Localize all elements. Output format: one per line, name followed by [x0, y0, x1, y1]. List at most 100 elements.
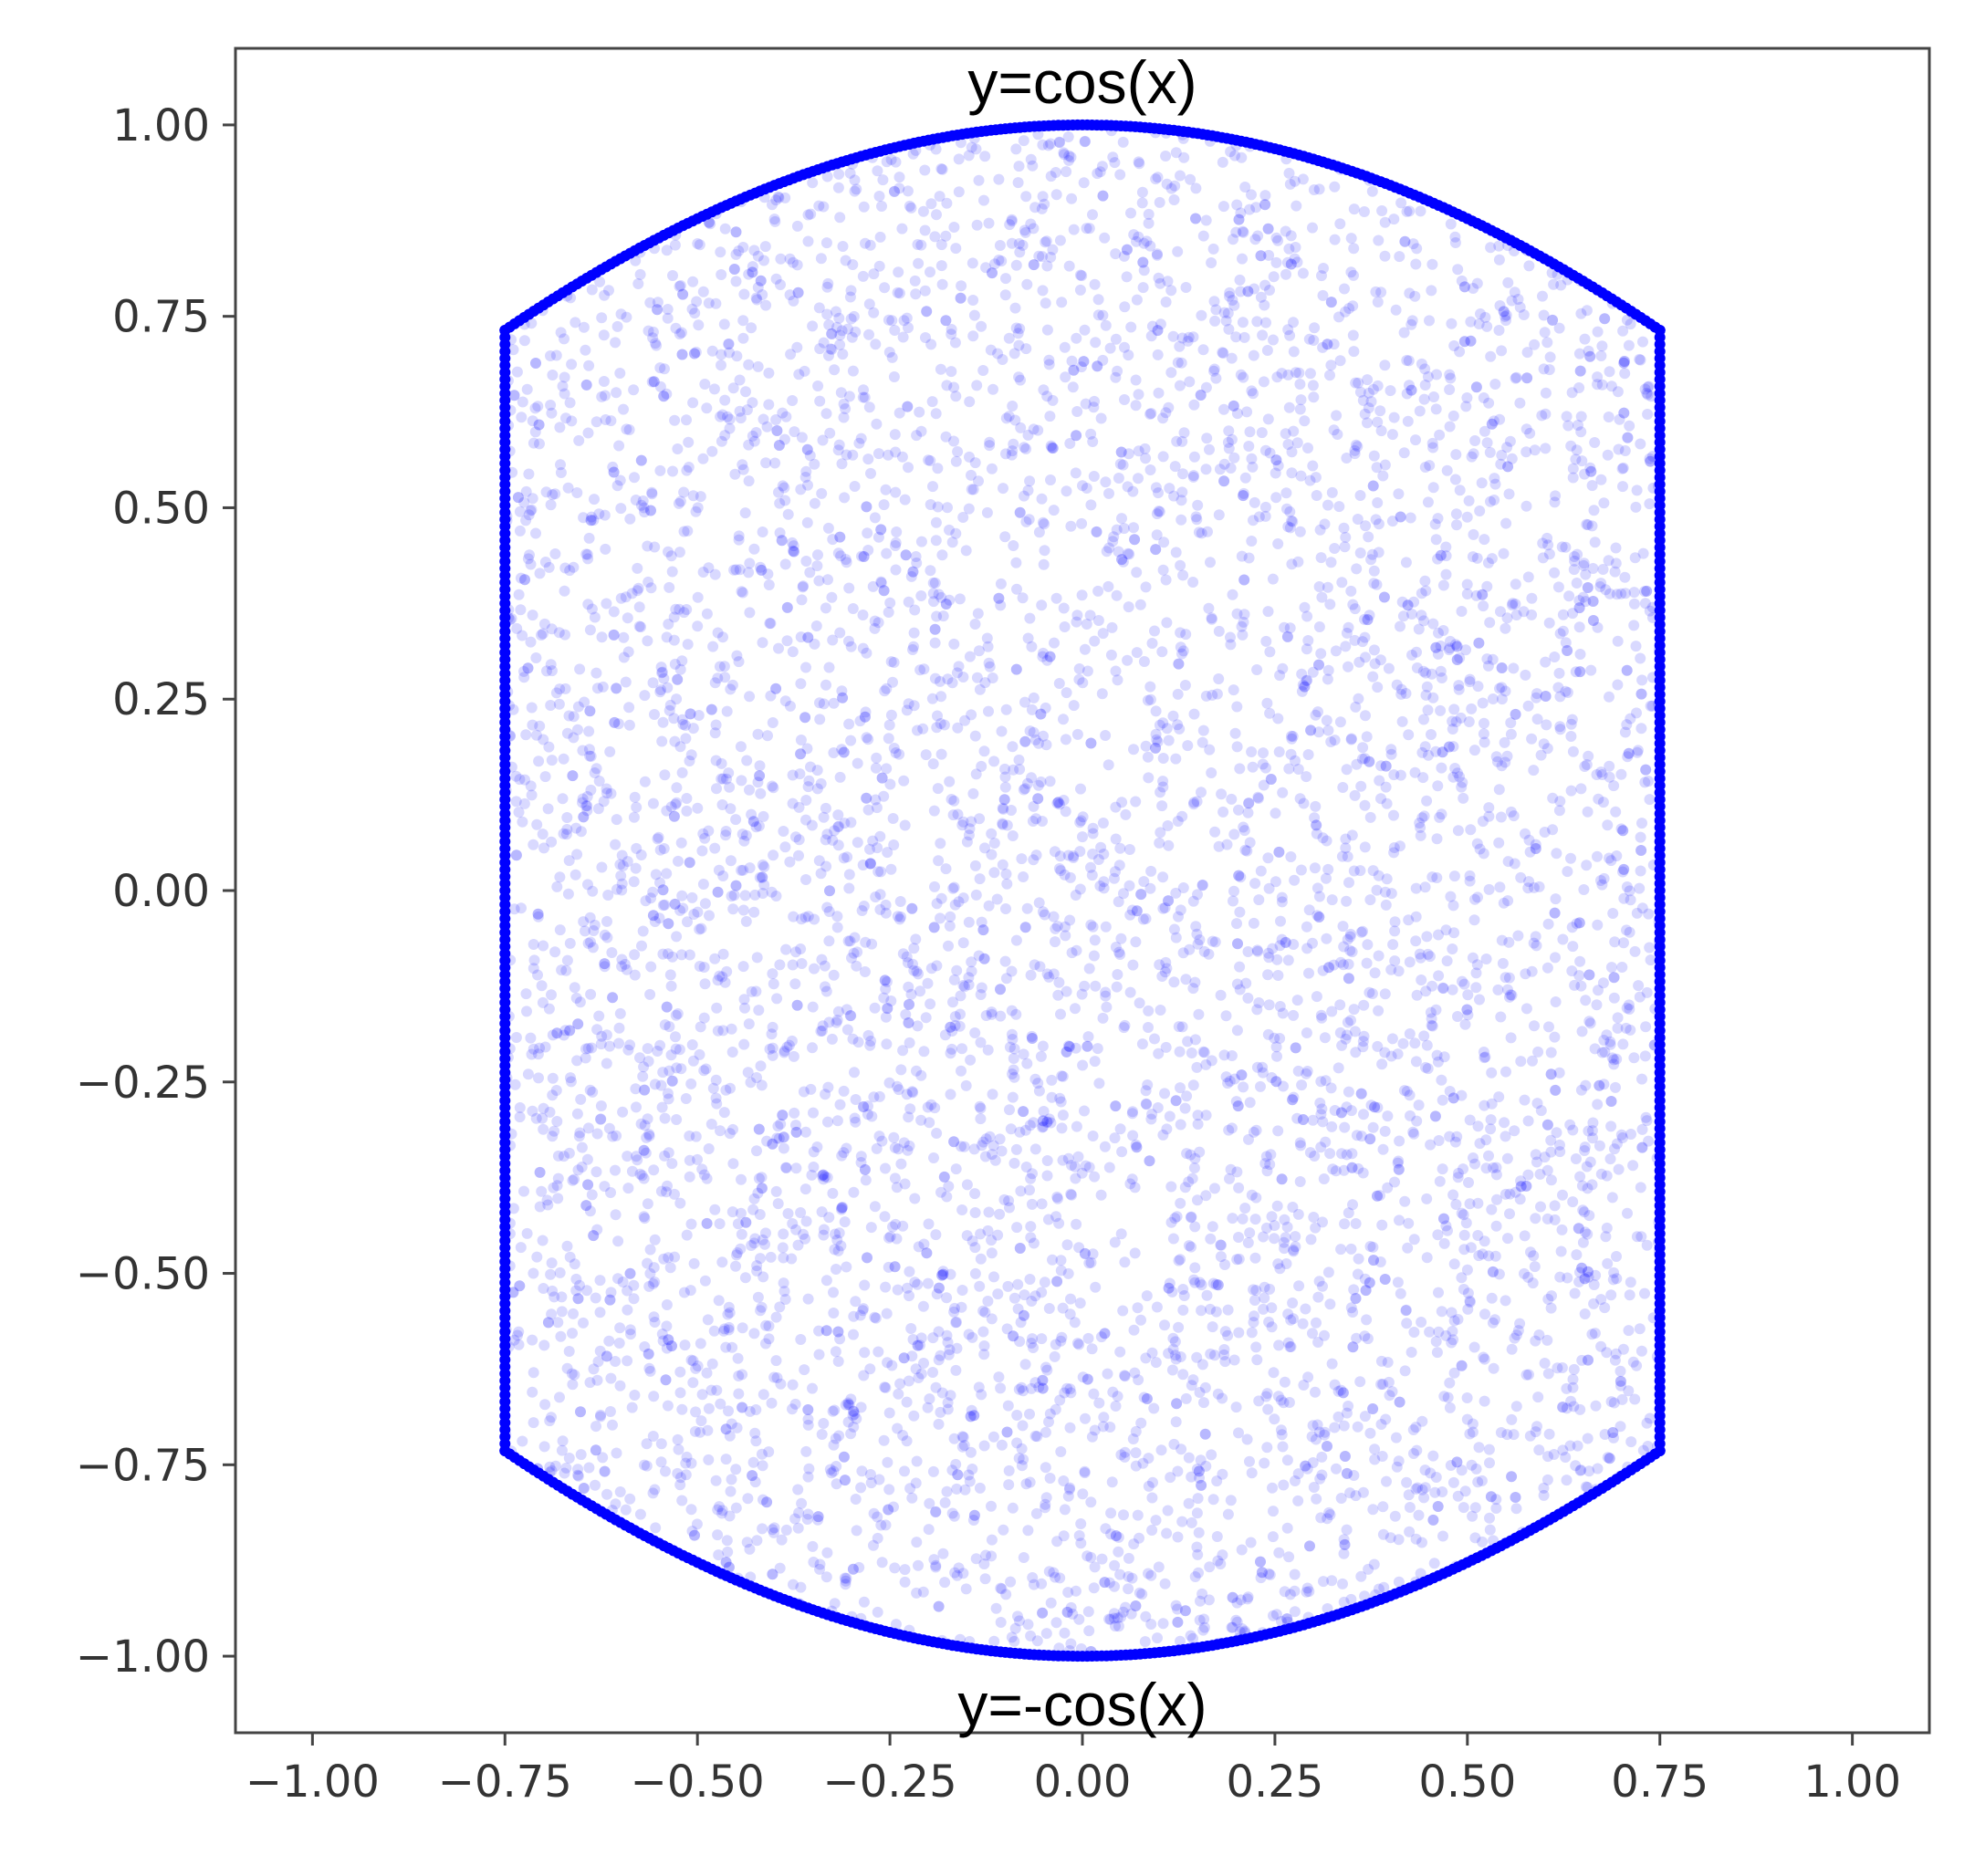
scatter-point — [906, 1350, 918, 1362]
scatter-point — [964, 823, 976, 835]
scatter-point — [763, 1446, 775, 1458]
scatter-point — [995, 1382, 1007, 1394]
scatter-point — [1465, 824, 1477, 836]
scatter-point — [1604, 588, 1615, 599]
scatter-point — [575, 1449, 587, 1461]
scatter-point — [1346, 1162, 1358, 1173]
scatter-point — [733, 1371, 745, 1381]
scatter-point — [648, 376, 660, 388]
scatter-point — [1583, 1266, 1594, 1277]
scatter-point — [847, 259, 859, 270]
scatter-point — [672, 673, 684, 685]
scatter-point — [748, 1328, 760, 1339]
scatter-point — [1597, 977, 1609, 989]
scatter-point — [1151, 248, 1163, 260]
scatter-point — [533, 1072, 544, 1084]
scatter-point — [1235, 1594, 1247, 1606]
scatter-point — [1362, 374, 1374, 386]
scatter-point — [1569, 1287, 1581, 1299]
scatter-point — [1311, 1493, 1322, 1505]
scatter-point — [1302, 749, 1314, 760]
scatter-point — [767, 1138, 779, 1150]
scatter-point — [1385, 1050, 1397, 1062]
scatter-point — [1450, 449, 1462, 461]
scatter-point — [1379, 250, 1391, 262]
scatter-point — [1414, 405, 1426, 417]
scatter-point — [715, 246, 726, 258]
scatter-point — [512, 492, 524, 504]
scatter-point — [514, 525, 526, 537]
scatter-point — [782, 1208, 794, 1219]
scatter-point — [718, 1107, 730, 1119]
scatter-point — [1449, 474, 1461, 485]
scatter-point — [1545, 1302, 1557, 1314]
scatter-point — [1141, 235, 1153, 247]
scatter-point — [1499, 736, 1510, 748]
scatter-point — [1460, 1217, 1472, 1229]
scatter-point — [1079, 643, 1091, 655]
scatter-point — [1572, 548, 1583, 560]
scatter-point — [787, 646, 799, 658]
scatter-point — [1489, 379, 1501, 390]
scatter-point — [636, 940, 647, 952]
scatter-point — [606, 947, 618, 958]
scatter-point — [933, 1326, 945, 1338]
scatter-point — [1159, 1578, 1171, 1589]
scatter-point — [1467, 551, 1479, 563]
scatter-point — [1151, 1301, 1163, 1313]
scatter-point — [1036, 1287, 1048, 1298]
scatter-point — [1244, 1455, 1255, 1467]
scatter-point — [908, 641, 919, 652]
scatter-point — [1411, 1115, 1423, 1127]
scatter-point — [1269, 1413, 1280, 1425]
scatter-point — [547, 1285, 559, 1297]
scatter-point — [865, 1036, 877, 1047]
scatter-point — [560, 964, 572, 976]
scatter-point — [559, 585, 570, 597]
scatter-point — [1501, 750, 1513, 762]
scatter-point — [1054, 234, 1066, 246]
scatter-point — [1144, 408, 1156, 420]
scatter-point — [1566, 387, 1578, 399]
scatter-point — [1358, 999, 1370, 1011]
scatter-point — [837, 349, 849, 360]
scatter-point — [620, 676, 632, 688]
scatter-point — [604, 1294, 616, 1306]
scatter-point — [1176, 810, 1188, 822]
scatter-point — [795, 1207, 807, 1218]
scatter-point — [1231, 199, 1243, 211]
scatter-point — [1630, 501, 1642, 513]
scatter-point — [1138, 1391, 1150, 1403]
scatter-point — [1196, 309, 1207, 321]
scatter-point — [778, 1277, 789, 1289]
scatter-point — [1459, 1485, 1471, 1497]
scatter-point — [930, 1381, 942, 1393]
scatter-point — [1161, 617, 1173, 629]
scatter-point — [666, 1340, 677, 1352]
scatter-point — [1033, 737, 1044, 749]
scatter-point — [1335, 1493, 1347, 1504]
scatter-point — [1172, 357, 1184, 369]
scatter-point — [1234, 763, 1246, 775]
scatter-point — [758, 1271, 769, 1283]
scatter-point — [1027, 1033, 1038, 1044]
scatter-point — [1326, 894, 1338, 906]
scatter-point — [536, 980, 548, 992]
scatter-point — [1049, 1350, 1061, 1362]
scatter-point — [795, 943, 807, 954]
scatter-point — [1300, 1303, 1311, 1315]
scatter-point — [1128, 522, 1139, 534]
scatter-point — [1309, 862, 1321, 874]
scatter-point — [1535, 749, 1547, 761]
scatter-point — [1379, 459, 1391, 471]
scatter-point — [1224, 1172, 1235, 1184]
scatter-point — [663, 1252, 674, 1264]
scatter-point — [1217, 1392, 1228, 1404]
scatter-point — [1359, 841, 1371, 853]
scatter-point — [586, 511, 598, 523]
scatter-point — [1206, 1055, 1217, 1067]
scatter-point — [528, 939, 539, 950]
scatter-point — [1071, 1120, 1082, 1132]
scatter-point — [907, 566, 919, 578]
scatter-point — [1476, 1475, 1488, 1486]
